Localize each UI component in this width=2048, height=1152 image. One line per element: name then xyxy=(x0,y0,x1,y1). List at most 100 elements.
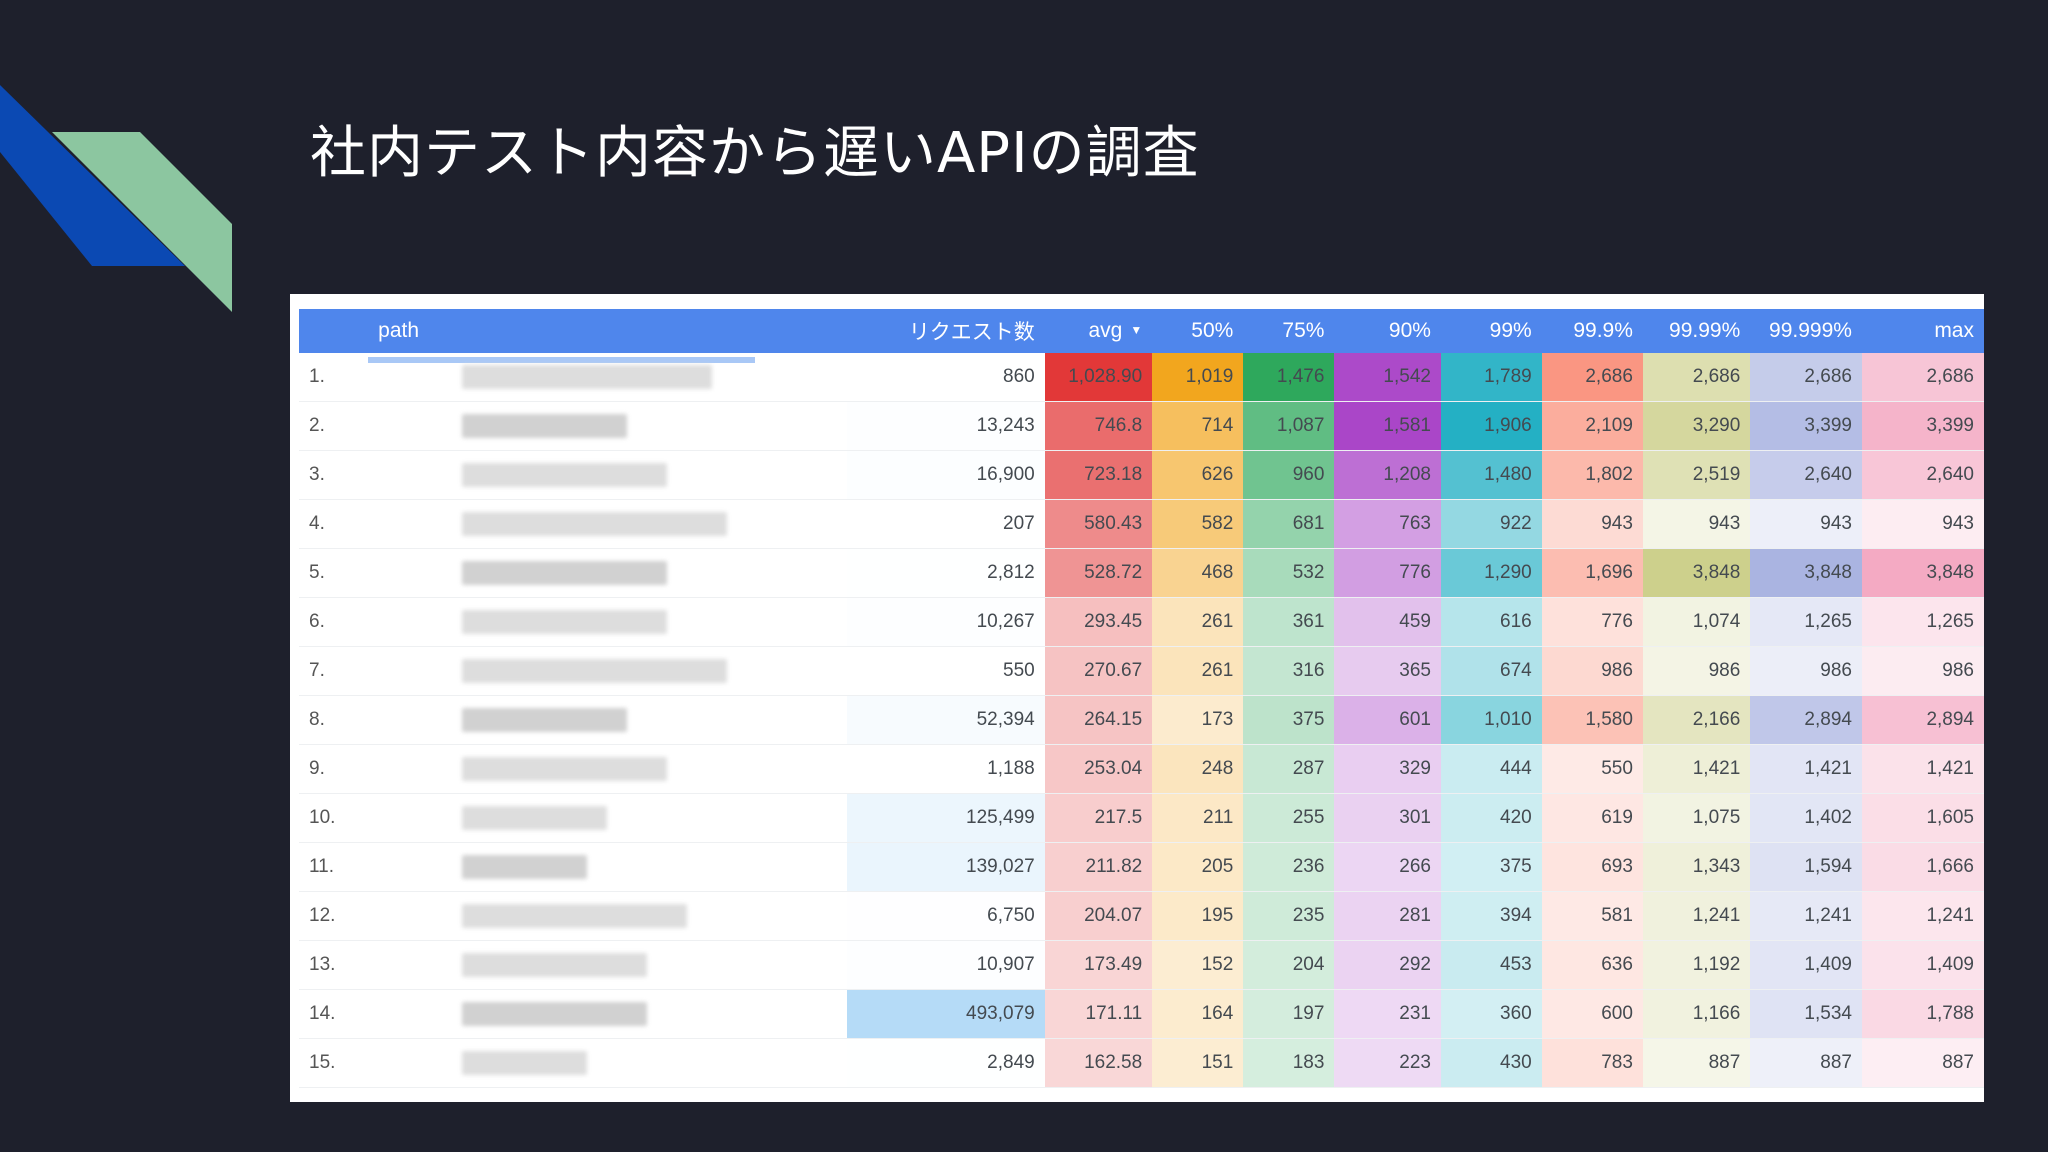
path-cell[interactable] xyxy=(368,744,847,794)
cell-p50: 164 xyxy=(1152,989,1244,1039)
cell-p90: 301 xyxy=(1334,793,1441,843)
cell-p75: 255 xyxy=(1243,793,1335,843)
cell-max: 2,894 xyxy=(1861,695,1984,745)
cell-p99999: 887 xyxy=(1750,1038,1862,1088)
cell-p9999: 3,290 xyxy=(1642,401,1751,451)
cell-avg: 162.58 xyxy=(1044,1038,1153,1088)
cell-p90: 292 xyxy=(1334,940,1441,990)
table-row[interactable]: 10. 125,499 217.5 211 255 301 420 619 1,075 1,402… xyxy=(299,793,1984,843)
cell-p90: 763 xyxy=(1334,499,1441,549)
table-row[interactable]: 11. 139,027 211.82 205 236 266 375 693 1,343 1,59… xyxy=(299,842,1984,892)
cell-p9999: 2,519 xyxy=(1642,450,1751,500)
path-cell[interactable] xyxy=(368,989,847,1039)
cell-p999: 636 xyxy=(1541,940,1643,990)
table-row[interactable]: 15. 2,849 162.58 151 183 223 430 783 887 887 887 xyxy=(299,1038,1984,1088)
cell-p90: 266 xyxy=(1334,842,1441,892)
table-row[interactable]: 4. 207 580.43 582 681 763 922 943 943 943 943 xyxy=(299,499,1984,549)
cell-p99: 360 xyxy=(1440,989,1542,1039)
col-header-p999[interactable]: 99.9% xyxy=(1541,309,1643,353)
table-row[interactable]: 14. 493,079 171.11 164 197 231 360 600 1,166 1,53… xyxy=(299,989,1984,1039)
cell-max: 887 xyxy=(1861,1038,1984,1088)
cell-p9999: 3,848 xyxy=(1642,548,1751,598)
path-cell[interactable] xyxy=(368,891,847,941)
cell-p50: 195 xyxy=(1152,891,1244,941)
row-index: 10. xyxy=(299,793,369,843)
col-header-p99-label: 99% xyxy=(1489,319,1532,342)
path-cell[interactable] xyxy=(368,940,847,990)
cell-p90: 601 xyxy=(1334,695,1441,745)
path-cell[interactable] xyxy=(368,646,847,696)
cell-count: 207 xyxy=(846,499,1045,549)
col-header-path[interactable]: path xyxy=(368,309,847,353)
table-row[interactable]: 13. 10,907 173.49 152 204 292 453 636 1,192 1,409… xyxy=(299,940,1984,990)
cell-p999: 776 xyxy=(1541,597,1643,647)
path-cell[interactable] xyxy=(368,353,847,402)
path-cell[interactable] xyxy=(368,401,847,451)
cell-p99: 1,906 xyxy=(1440,401,1542,451)
table-row[interactable]: 5. 2,812 528.72 468 532 776 1,290 1,696 3,848 3,8… xyxy=(299,548,1984,598)
data-table-panel: path リクエスト数 avg ▼ 50% 75% 90% 99% 99.9% 9… xyxy=(290,294,1984,1102)
cell-count: 493,079 xyxy=(846,989,1045,1039)
cell-avg: 746.8 xyxy=(1044,401,1153,451)
col-header-p90[interactable]: 90% xyxy=(1334,309,1441,353)
cell-max: 1,265 xyxy=(1861,597,1984,647)
green-stripe xyxy=(52,132,232,312)
col-header-p99[interactable]: 99% xyxy=(1440,309,1542,353)
cell-p999: 1,696 xyxy=(1541,548,1643,598)
table-row[interactable]: 9. 1,188 253.04 248 287 329 444 550 1,421 1,421 1,… xyxy=(299,744,1984,794)
cell-avg: 1,028.90 xyxy=(1044,353,1153,402)
redacted-path xyxy=(462,365,713,389)
redacted-path xyxy=(462,463,668,487)
path-cell[interactable] xyxy=(368,450,847,500)
cell-p75: 235 xyxy=(1243,891,1335,941)
cell-p99: 375 xyxy=(1440,842,1542,892)
cell-p999: 1,802 xyxy=(1541,450,1643,500)
cell-p99: 430 xyxy=(1440,1038,1542,1088)
table-row[interactable]: 1. 860 1,028.90 1,019 1,476 1,542 1,789 2,686 2,… xyxy=(299,353,1984,402)
cell-p75: 236 xyxy=(1243,842,1335,892)
table-row[interactable]: 7. 550 270.67 261 316 365 674 986 986 986 986 xyxy=(299,646,1984,696)
decorative-stripes xyxy=(0,85,232,312)
cell-p75: 316 xyxy=(1243,646,1335,696)
table-row[interactable]: 8. 52,394 264.15 173 375 601 1,010 1,580 2,166 2,… xyxy=(299,695,1984,745)
cell-max: 1,605 xyxy=(1861,793,1984,843)
col-header-p99999[interactable]: 99.999% xyxy=(1750,309,1862,353)
cell-p50: 211 xyxy=(1152,793,1244,843)
cell-p999: 550 xyxy=(1541,744,1643,794)
cell-p75: 197 xyxy=(1243,989,1335,1039)
table-row[interactable]: 2. 13,243 746.8 714 1,087 1,581 1,906 2,109 3,29… xyxy=(299,401,1984,451)
cell-p99999: 3,399 xyxy=(1750,401,1862,451)
cell-p99: 1,290 xyxy=(1440,548,1542,598)
table-row[interactable]: 6. 10,267 293.45 261 361 459 616 776 1,074 1,265 1… xyxy=(299,597,1984,647)
row-index: 9. xyxy=(299,744,369,794)
col-header-requests[interactable]: リクエスト数 xyxy=(846,309,1045,353)
table-row[interactable]: 12. 6,750 204.07 195 235 281 394 581 1,241 1,241 1… xyxy=(299,891,1984,941)
path-cell[interactable] xyxy=(368,695,847,745)
path-cell[interactable] xyxy=(368,499,847,549)
col-header-p50[interactable]: 50% xyxy=(1152,309,1244,353)
cell-p99999: 943 xyxy=(1750,499,1862,549)
path-cell[interactable] xyxy=(368,1038,847,1088)
cell-max: 3,399 xyxy=(1861,401,1984,451)
cell-p99999: 1,409 xyxy=(1750,940,1862,990)
cell-avg: 528.72 xyxy=(1044,548,1153,598)
cell-max: 1,409 xyxy=(1861,940,1984,990)
cell-p75: 960 xyxy=(1243,450,1335,500)
path-cell[interactable] xyxy=(368,548,847,598)
sort-desc-icon[interactable]: ▼ xyxy=(1130,323,1143,337)
col-header-max[interactable]: max xyxy=(1861,309,1984,353)
path-cell[interactable] xyxy=(368,793,847,843)
path-cell[interactable] xyxy=(368,842,847,892)
col-header-avg[interactable]: avg ▼ xyxy=(1044,309,1153,353)
col-header-p9999[interactable]: 99.99% xyxy=(1642,309,1751,353)
row-index: 15. xyxy=(299,1038,369,1088)
cell-max: 1,241 xyxy=(1861,891,1984,941)
cell-p50: 714 xyxy=(1152,401,1244,451)
col-header-p75[interactable]: 75% xyxy=(1243,309,1335,353)
table-row[interactable]: 3. 16,900 723.18 626 960 1,208 1,480 1,802 2,519… xyxy=(299,450,1984,500)
path-cell[interactable] xyxy=(368,597,847,647)
cell-p99999: 1,402 xyxy=(1750,793,1862,843)
cell-p999: 619 xyxy=(1541,793,1643,843)
cell-count: 52,394 xyxy=(846,695,1045,745)
cell-p75: 1,087 xyxy=(1243,401,1335,451)
